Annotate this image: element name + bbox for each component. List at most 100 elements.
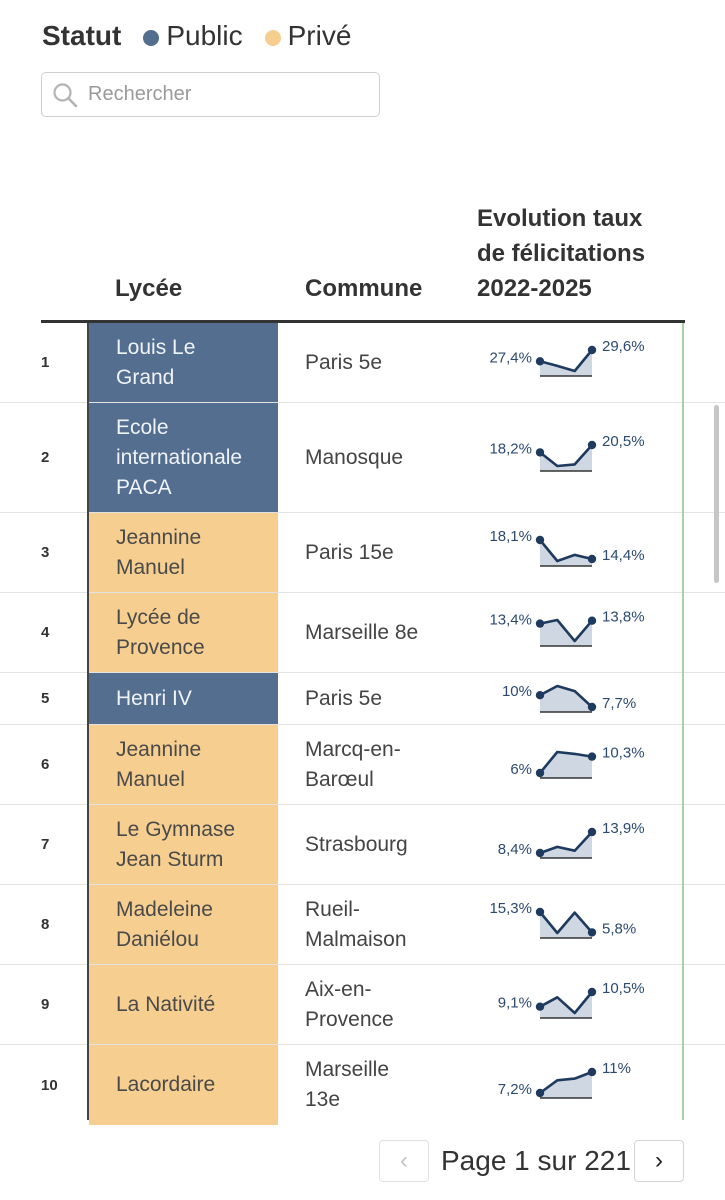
column-header-evolution-line2: de félicitations xyxy=(477,240,646,267)
end-value-label: 10,3% xyxy=(602,745,645,762)
table-row[interactable]: 7 Le Gymnase Jean Sturm Strasbourg 8,4% 13,9% xyxy=(0,805,725,885)
table-row[interactable]: 6 Jeannine Manuel Marcq-en- Barœul 6% 10,3% xyxy=(0,725,725,805)
search-input[interactable] xyxy=(88,83,348,106)
lycee-name-cell[interactable]: Le Gymnase Jean Sturm xyxy=(89,805,278,884)
table-row[interactable]: 3 Jeannine Manuel Paris 15e 18,1% 14,4% xyxy=(0,513,725,593)
commune-name-line: Malmaison xyxy=(305,927,407,951)
lycee-name-cell[interactable]: Henri IV xyxy=(89,673,278,724)
lycee-name-line: Provence xyxy=(116,635,205,659)
evolution-cell: 7,2% 11% xyxy=(475,1045,680,1125)
start-value-label: 13,4% xyxy=(489,612,532,629)
lycee-name-cell[interactable]: Lacordaire xyxy=(89,1045,278,1125)
table-row[interactable]: 10 Lacordaire Marseille 13e 7,2% 11% xyxy=(0,1045,725,1125)
lycee-name-cell[interactable]: Jeannine Manuel xyxy=(89,513,278,592)
sparkline-end-point xyxy=(587,752,597,761)
search-box[interactable] xyxy=(41,72,380,117)
column-header-evolution[interactable]: Evolution taux de félicitations 2022-202… xyxy=(477,201,677,306)
evolution-sparkline: 10% 7,7% xyxy=(502,683,636,713)
commune-name-line: Paris 15e xyxy=(305,540,394,564)
evolution-cell: 18,2% 20,5% xyxy=(475,403,680,512)
commune-name-line: Manosque xyxy=(305,445,404,469)
lycee-name-line: Le Gymnase xyxy=(116,817,236,841)
commune-name: Paris 15e xyxy=(305,538,394,568)
evolution-sparkline: 9,1% 10,5% xyxy=(498,980,645,1019)
lycee-name-cell[interactable]: Madeleine Daniélou xyxy=(89,885,278,964)
evolution-sparkline: 15,3% 5,8% xyxy=(489,900,636,939)
column-header-lycee[interactable]: Lycée xyxy=(115,275,183,302)
end-value-label: 13,8% xyxy=(602,609,645,626)
column-header-commune[interactable]: Commune xyxy=(305,275,423,302)
sparkline-area xyxy=(540,620,592,646)
end-value-label: 11% xyxy=(602,1060,631,1077)
commune-name-line: Marseille xyxy=(305,1058,390,1081)
commune-name: Aix-en- Provence xyxy=(305,975,394,1035)
rank-number: 8 xyxy=(41,916,50,933)
table-row[interactable]: 4 Lycée de Provence Marseille 8e 13,4% 13,8% xyxy=(0,593,725,673)
start-value-label: 9,1% xyxy=(498,995,532,1012)
legend-title: Statut xyxy=(42,20,122,51)
commune-name: Marcq-en- Barœul xyxy=(305,735,401,795)
lycee-name-cell[interactable]: Jeannine Manuel xyxy=(89,725,278,804)
start-value-label: 6% xyxy=(510,761,532,778)
evolution-cell: 15,3% 5,8% xyxy=(475,885,680,964)
table-row[interactable]: 8 Madeleine Daniélou Rueil- Malmaison 15,3% 5,… xyxy=(0,885,725,965)
sparkline-line xyxy=(538,911,593,935)
lycee-name: Le Gymnase Jean Sturm xyxy=(116,815,235,875)
table-row[interactable]: 5 Henri IV Paris 5e 10% 7,7% xyxy=(0,673,725,725)
table-row[interactable]: 2 Ecole internationale PACA Manosque 18,2% 20,… xyxy=(0,403,725,513)
commune-name: Marseille 8e xyxy=(305,618,418,648)
chevron-left-icon: ‹ xyxy=(400,1147,408,1174)
end-value-label: 13,9% xyxy=(602,820,645,837)
table-header: Lycée Commune Evolution taux de félicita… xyxy=(0,195,725,320)
rank-number: 7 xyxy=(41,836,50,853)
table-row[interactable]: 1 Louis Le Grand Paris 5e 27,4% 29,6% xyxy=(0,323,725,403)
next-page-button[interactable]: › xyxy=(634,1140,684,1182)
column-header-evolution-line1: Evolution taux xyxy=(477,205,643,232)
previous-page-button[interactable]: ‹ xyxy=(379,1140,429,1182)
lycee-name-line: La Nativité xyxy=(116,992,216,1016)
commune-cell: Rueil- Malmaison xyxy=(305,885,475,964)
evolution-sparkline: 6% 10,3% xyxy=(510,745,645,779)
public-dot-icon xyxy=(143,29,160,46)
start-value-label: 7,2% xyxy=(498,1081,532,1098)
evolution-sparkline: 18,1% 14,4% xyxy=(489,528,645,567)
lycee-name-cell[interactable]: La Nativité xyxy=(89,965,278,1044)
evolution-cell: 8,4% 13,9% xyxy=(475,805,680,884)
table-row[interactable]: 9 La Nativité Aix-en- Provence 9,1% 10,5% xyxy=(0,965,725,1045)
lycee-name-cell[interactable]: Lycée de Provence xyxy=(89,593,278,672)
lycee-name: Madeleine Daniélou xyxy=(116,895,213,955)
commune-cell: Marseille 8e xyxy=(305,593,475,672)
commune-cell: Strasbourg xyxy=(305,805,475,884)
sparkline-start-point xyxy=(535,848,545,858)
sparkline-line xyxy=(539,618,593,643)
legend-item-prive: Privé xyxy=(264,20,352,52)
sparkline-start-point xyxy=(535,1088,545,1098)
legend-label-public: Public xyxy=(166,20,243,51)
commune-name: Strasbourg xyxy=(305,830,408,860)
sparkline-line xyxy=(539,349,594,373)
scrollbar-thumb[interactable] xyxy=(714,405,719,583)
commune-name-line: Rueil- xyxy=(305,897,360,921)
lycee-name-line: Manuel xyxy=(116,555,185,579)
lycee-name: Lacordaire xyxy=(116,1070,215,1100)
commune-cell: Paris 15e xyxy=(305,513,475,592)
commune-name: Marseille 13e xyxy=(305,1055,389,1115)
sparkline-end-point xyxy=(587,702,597,712)
sparkline-end-point xyxy=(587,987,597,997)
evolution-cell: 10% 7,7% xyxy=(475,673,680,724)
search-icon xyxy=(53,82,78,107)
lycee-name-line: Manuel xyxy=(116,767,185,791)
legend-label-prive: Privé xyxy=(287,20,352,51)
sparkline-area xyxy=(540,832,592,858)
end-value-label: 7,7% xyxy=(602,695,636,712)
lycee-name-cell[interactable]: Ecole internationale PACA xyxy=(89,403,278,512)
sparkline-end-point xyxy=(587,616,597,625)
rank-number: 2 xyxy=(41,449,50,466)
commune-cell: Paris 5e xyxy=(305,673,475,724)
sparkline-start-point xyxy=(535,357,545,366)
rank-number: 5 xyxy=(41,690,50,707)
table-top-divider xyxy=(41,320,685,323)
commune-name-line: Paris 5e xyxy=(305,350,383,374)
lycee-name-line: Louis Le xyxy=(116,335,196,359)
lycee-name-cell[interactable]: Louis Le Grand xyxy=(89,323,278,402)
